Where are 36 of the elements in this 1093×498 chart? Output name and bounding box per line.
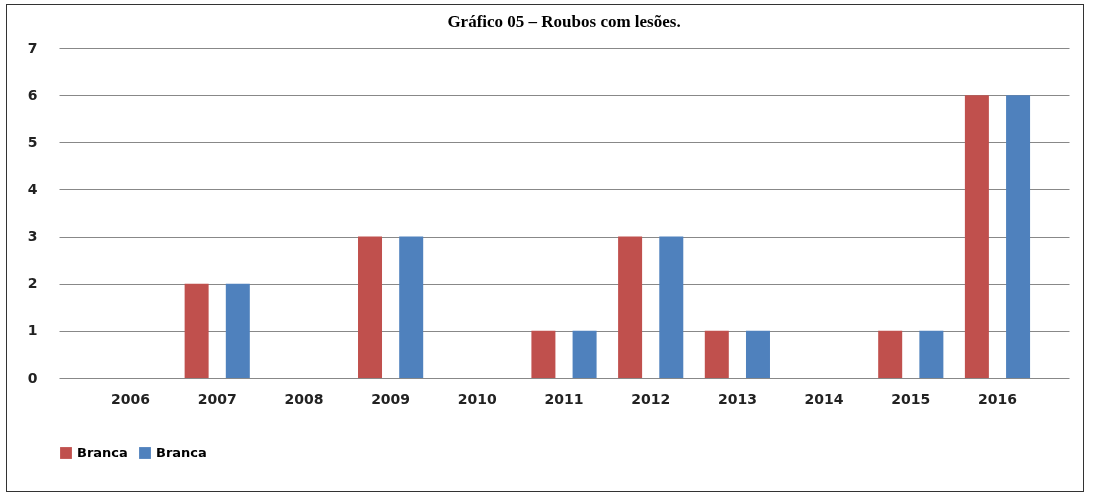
y-tick-label: 2 [27,275,38,292]
x-tick-label: 2008 [284,390,324,407]
bar [184,283,209,378]
x-tick-label: 2010 [457,390,498,407]
y-tick-label: 7 [27,39,38,56]
y-tick-label: 6 [27,86,38,103]
bar [225,283,250,378]
x-tick-label: 2014 [804,390,844,407]
bar [964,95,989,378]
y-tick-label: 3 [27,228,38,245]
legend-label: Branca [156,445,207,460]
x-tick-label: 2011 [544,390,584,407]
y-tick-label: 4 [27,180,38,197]
bar [745,330,770,378]
x-tick-label: 2016 [977,390,1017,407]
x-tick-label: 2013 [717,390,757,407]
bar [531,330,556,378]
x-tick-label: 2015 [891,390,931,407]
x-tick-label: 2006 [111,390,151,407]
bar [878,330,903,378]
chart-title: Gráfico 05 – Roubos com lesões. [447,12,681,31]
y-tick-label: 5 [27,133,38,150]
x-tick-label: 2012 [631,390,671,407]
bar [919,330,944,378]
x-tick-label: 2007 [197,390,237,407]
bar [399,236,424,378]
y-tick-label: 1 [27,322,38,339]
bar [572,330,597,378]
legend-label: Branca [77,445,128,460]
bar [618,236,643,378]
bar [704,330,729,378]
bar [659,236,684,378]
bar [1006,95,1031,378]
y-tick-label: 0 [27,369,38,386]
x-tick-label: 2009 [371,390,411,407]
bar [358,236,383,378]
